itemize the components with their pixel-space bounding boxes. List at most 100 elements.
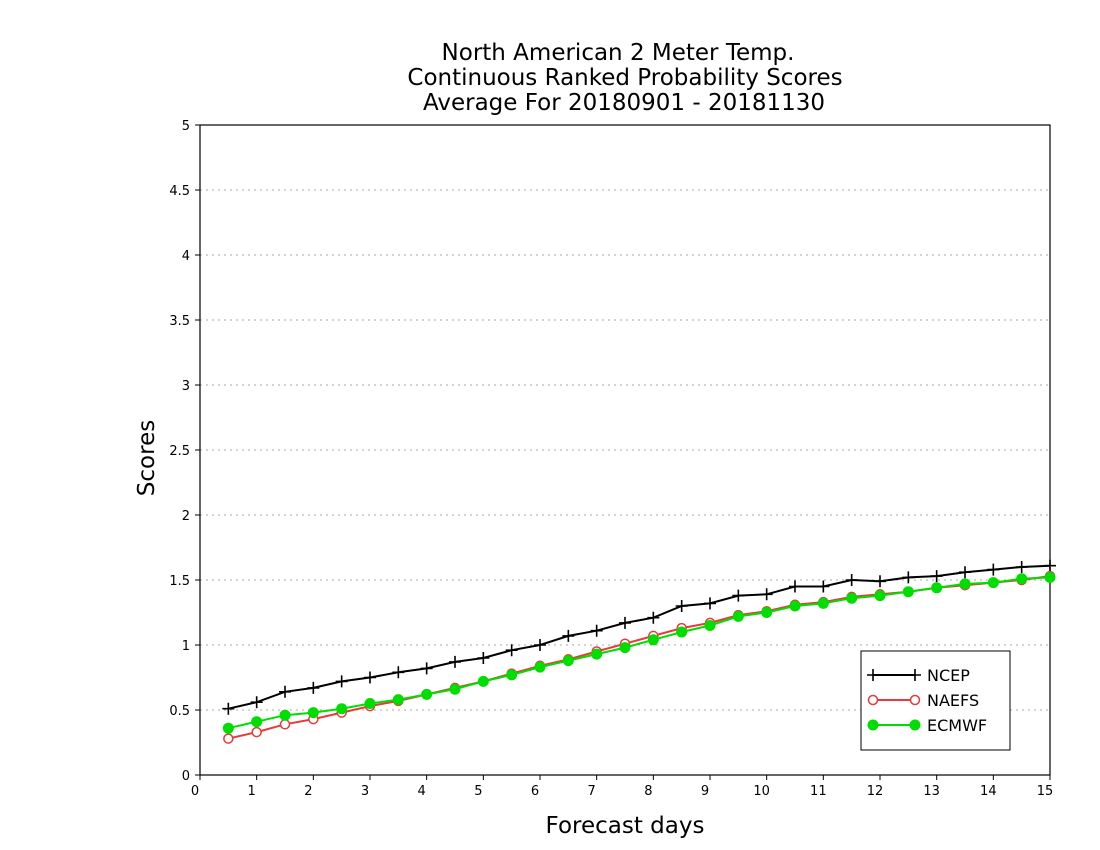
- data-point-ecmwf: [789, 600, 801, 612]
- y-tick-label: 5: [182, 119, 190, 134]
- x-tick-label: 13: [923, 784, 940, 799]
- x-tick-label: 2: [304, 784, 312, 799]
- data-point-ecmwf: [959, 578, 971, 590]
- data-point-ncep: [987, 563, 1000, 576]
- legend-marker-ecmwf: [867, 719, 879, 731]
- data-point-ncep: [562, 629, 575, 642]
- data-point-ncep: [930, 570, 943, 583]
- x-tick-label: 0: [191, 784, 199, 799]
- series-ecmwf: [222, 571, 1056, 734]
- data-point-ncep: [817, 580, 830, 593]
- y-tick-label: 0: [182, 769, 190, 784]
- data-point-ecmwf: [591, 648, 603, 660]
- data-point-ncep: [590, 624, 603, 637]
- data-point-ecmwf: [902, 586, 914, 598]
- data-point-ecmwf: [421, 688, 433, 700]
- data-point-ecmwf: [732, 610, 744, 622]
- y-tick-label: 2: [182, 509, 190, 524]
- data-point-ecmwf: [874, 590, 886, 602]
- x-tick-label: 7: [588, 784, 596, 799]
- x-tick-label: 8: [644, 784, 652, 799]
- data-point-ncep: [1015, 561, 1028, 573]
- legend-marker-ncep: [867, 669, 879, 681]
- data-point-ecmwf: [704, 620, 716, 631]
- data-point-ecmwf: [222, 722, 234, 734]
- x-axis-ticks: 0 1 2 3 4 5 6 7 8 9 10 11 12 13 14 15: [191, 775, 1053, 799]
- y-tick-label: 3: [182, 379, 190, 394]
- data-point-ncep: [279, 685, 291, 698]
- x-axis-label: Forecast days: [546, 813, 705, 839]
- data-point-naefs: [279, 719, 291, 730]
- data-point-ncep: [420, 662, 433, 675]
- data-point-ncep: [307, 681, 320, 694]
- data-point-ecmwf: [987, 577, 999, 589]
- data-point-ecmwf: [534, 661, 546, 673]
- data-point-ncep: [760, 588, 773, 601]
- chart-title: North American 2 Meter Temp. Continuous …: [407, 40, 842, 116]
- x-tick-label: 1: [248, 784, 256, 799]
- data-point-ncep: [505, 644, 518, 657]
- series-layer: [222, 559, 1056, 744]
- legend-label-ncep: NCEP: [927, 666, 970, 685]
- data-point-ecmwf: [761, 607, 773, 618]
- data-point-ecmwf: [1016, 573, 1028, 585]
- data-point-ecmwf: [449, 683, 461, 695]
- data-point-ncep: [874, 575, 886, 588]
- x-tick-label: 6: [531, 784, 539, 799]
- data-point-ncep: [449, 655, 461, 668]
- data-point-ecmwf: [647, 634, 659, 646]
- x-tick-label: 14: [980, 784, 997, 799]
- legend: NCEP NAEFS ECMWF: [860, 650, 1011, 751]
- data-point-ecmwf: [676, 626, 688, 638]
- y-axis-label: Scores: [134, 420, 160, 496]
- data-point-ecmwf: [364, 698, 376, 709]
- x-tick-label: 12: [867, 784, 884, 799]
- x-tick-label: 5: [474, 784, 482, 799]
- data-point-ncep: [704, 597, 716, 610]
- series-ncep: [222, 559, 1056, 715]
- data-point-ncep: [675, 600, 688, 612]
- y-tick-label: 3.5: [169, 314, 190, 329]
- data-point-ncep: [732, 589, 745, 602]
- x-tick-label: 15: [1037, 784, 1054, 799]
- legend-marker-naefs: [867, 694, 879, 706]
- data-point-ecmwf: [392, 694, 404, 706]
- data-point-ncep: [1044, 559, 1056, 572]
- data-point-ncep: [477, 652, 490, 664]
- legend-marker-ncep: [909, 669, 921, 681]
- data-point-ecmwf: [307, 707, 319, 719]
- data-point-ecmwf: [1044, 571, 1056, 583]
- data-point-ncep: [364, 671, 376, 684]
- y-tick-label: 4: [182, 249, 190, 264]
- data-point-ncep: [335, 675, 348, 688]
- data-point-ecmwf: [506, 669, 518, 681]
- data-point-ecmwf: [846, 592, 858, 604]
- data-point-naefs: [223, 733, 234, 744]
- y-axis-ticks: 0 0.5 1 1.5 2 2.5 3 3.5 4 4.5 5: [169, 119, 200, 784]
- data-point-ecmwf: [931, 582, 943, 594]
- legend-marker-naefs: [909, 694, 921, 706]
- y-tick-label: 1.5: [169, 574, 190, 589]
- data-point-ecmwf: [562, 655, 574, 667]
- data-point-ncep: [647, 611, 660, 624]
- data-point-naefs: [251, 726, 262, 738]
- y-tick-label: 1: [182, 639, 190, 654]
- x-tick-label: 10: [753, 784, 770, 799]
- x-tick-label: 11: [810, 784, 827, 799]
- x-tick-label: 3: [361, 784, 369, 799]
- data-point-ecmwf: [251, 716, 263, 728]
- data-point-ncep: [845, 574, 858, 586]
- legend-label-ecmwf: ECMWF: [927, 716, 987, 735]
- data-point-ecmwf: [817, 597, 829, 609]
- data-point-ncep: [392, 666, 405, 679]
- data-point-ncep: [959, 566, 971, 579]
- chart-title-line-1: North American 2 Meter Temp.: [442, 40, 795, 66]
- data-point-ncep: [619, 616, 631, 629]
- data-point-ncep: [222, 702, 235, 715]
- data-point-ncep: [902, 571, 915, 584]
- x-tick-label: 4: [418, 784, 426, 799]
- y-tick-label: 2.5: [169, 444, 190, 459]
- y-tick-label: 0.5: [169, 704, 190, 719]
- gridlines: [200, 189, 1050, 711]
